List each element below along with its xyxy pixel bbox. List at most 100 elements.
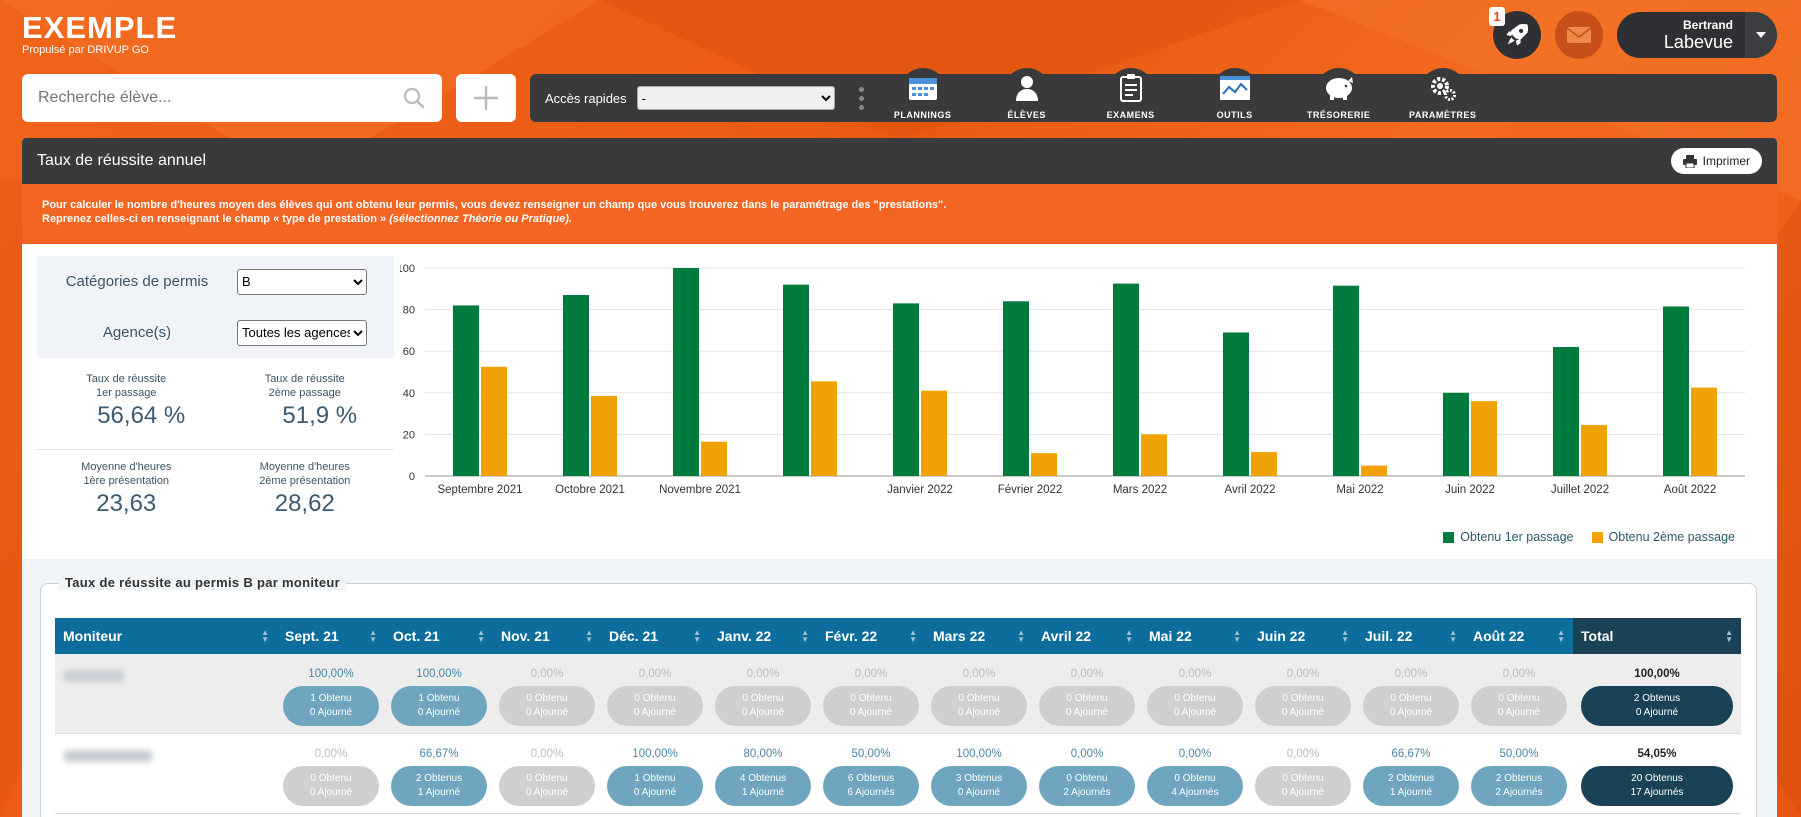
student-search-input[interactable] xyxy=(38,89,402,107)
nav-parametres[interactable]: PARAMÈTRES xyxy=(1391,68,1495,120)
drag-handle[interactable] xyxy=(858,86,865,110)
filters: Catégories de permis B Agence(s) Toutes … xyxy=(37,256,394,358)
postponed-count: 1 Ajourné xyxy=(417,787,461,798)
result-pill[interactable]: 2 Obtenus 1 Ajourné xyxy=(391,766,487,806)
brand-logo[interactable]: EXEMPLE Propulsé par DRIVUP GO xyxy=(22,10,178,57)
nav-plannings[interactable]: PLANNINGS xyxy=(871,68,975,120)
category-filter: Catégories de permis B xyxy=(37,256,394,307)
messages-button[interactable] xyxy=(1555,11,1603,59)
x-tick-label: Janvier 2022 xyxy=(887,484,953,496)
column-header[interactable]: Total ▲ ▼ xyxy=(1573,618,1741,654)
annual-success-panel: Taux de réussite annuel Imprimer Pour ca… xyxy=(22,138,1777,817)
table-header: Moniteur ▲ ▼ Sept. 21 ▲ ▼ Oct. 21 ▲ ▼ Nov. 21 ▲ ▼ Dé… xyxy=(55,618,1741,654)
print-button[interactable]: Imprimer xyxy=(1670,148,1762,174)
obtained-count: 2 Obtenus xyxy=(1495,773,1543,784)
column-header-label: Moniteur xyxy=(63,628,123,644)
legend-item-second[interactable]: Obtenu 2ème passage xyxy=(1591,530,1735,544)
x-tick-label: Février 2022 xyxy=(998,484,1063,496)
column-header[interactable]: Oct. 21 ▲ ▼ xyxy=(385,618,493,654)
result-pill[interactable]: 2 Obtenus 1 Ajourné xyxy=(1363,766,1459,806)
result-pill[interactable]: 0 Obtenu 0 Ajourné xyxy=(1147,686,1243,726)
add-button[interactable] xyxy=(456,74,516,122)
result-pill[interactable]: 0 Obtenu 0 Ajourné xyxy=(607,686,703,726)
category-select[interactable]: B xyxy=(237,268,367,295)
category-label: Catégories de permis xyxy=(65,273,209,290)
obtained-count: 0 Obtenu xyxy=(1174,693,1216,704)
result-pill[interactable]: 0 Obtenu 0 Ajourné xyxy=(1255,766,1351,806)
column-header[interactable]: Janv. 22 ▲ ▼ xyxy=(709,618,817,654)
result-pill[interactable]: 0 Obtenu 0 Ajourné xyxy=(1363,686,1459,726)
result-pill[interactable]: 0 Obtenu 4 Ajournés xyxy=(1147,766,1243,806)
nav-tresorerie[interactable]: TRÉSORERIE xyxy=(1287,68,1391,120)
column-header[interactable]: Août 22 ▲ ▼ xyxy=(1465,618,1573,654)
result-pill[interactable]: 0 Obtenu 0 Ajourné xyxy=(931,686,1027,726)
legend-swatch xyxy=(1443,531,1455,543)
rocket-button[interactable]: 1 xyxy=(1489,7,1541,59)
month-cell: 0,00% 0 Obtenu 0 Ajourné xyxy=(493,734,601,813)
agency-select[interactable]: Toutes les agences xyxy=(237,319,367,346)
quick-access-select[interactable]: - xyxy=(636,86,835,110)
result-pill[interactable]: 2 Obtenus 0 Ajourné xyxy=(1581,686,1733,726)
result-pill[interactable]: 0 Obtenu 0 Ajourné xyxy=(715,686,811,726)
month-cell: 0,00% 0 Obtenu 0 Ajourné xyxy=(1465,654,1573,733)
result-pill[interactable]: 0 Obtenu 0 Ajourné xyxy=(499,766,595,806)
brand-name: EXEMPLE xyxy=(22,10,178,45)
column-header[interactable]: Févr. 22 ▲ ▼ xyxy=(817,618,925,654)
result-pill[interactable]: 1 Obtenu 0 Ajourné xyxy=(283,686,379,726)
column-header[interactable]: Moniteur ▲ ▼ xyxy=(55,618,277,654)
column-header[interactable]: Nov. 21 ▲ ▼ xyxy=(493,618,601,654)
column-header[interactable]: Mai 22 ▲ ▼ xyxy=(1141,618,1249,654)
kpi-value: 51,9 % xyxy=(282,402,358,429)
column-header[interactable]: Mars 22 ▲ ▼ xyxy=(925,618,1033,654)
month-cell: 0,00% 0 Obtenu 0 Ajourné xyxy=(709,654,817,733)
sort-icon: ▲ ▼ xyxy=(1725,628,1733,644)
column-header[interactable]: Juil. 22 ▲ ▼ xyxy=(1357,618,1465,654)
column-header[interactable]: Déc. 21 ▲ ▼ xyxy=(601,618,709,654)
column-header[interactable]: Sept. 21 ▲ ▼ xyxy=(277,618,385,654)
result-pill[interactable]: 3 Obtenus 0 Ajourné xyxy=(931,766,1027,806)
search-box xyxy=(22,74,442,122)
obtained-count: 6 Obtenus xyxy=(847,773,895,784)
postponed-count: 0 Ajourné xyxy=(1497,707,1541,718)
result-pill[interactable]: 1 Obtenu 0 Ajourné xyxy=(391,686,487,726)
clipboard-icon xyxy=(1119,74,1142,102)
y-tick-label: 60 xyxy=(403,346,415,358)
result-pill[interactable]: 0 Obtenu 0 Ajourné xyxy=(499,686,595,726)
nav-eleves[interactable]: ÉLÈVES xyxy=(975,68,1079,120)
chart-icon xyxy=(1219,76,1250,100)
nav-label: OUTILS xyxy=(1216,110,1253,120)
result-pill[interactable]: 0 Obtenu 0 Ajourné xyxy=(823,686,919,726)
result-pill[interactable]: 0 Obtenu 0 Ajourné xyxy=(1255,686,1351,726)
result-pill[interactable]: 0 Obtenu 0 Ajourné xyxy=(1471,686,1567,726)
obtained-count: 0 Obtenu xyxy=(1498,693,1540,704)
month-cell: 0,00% 0 Obtenu 0 Ajourné xyxy=(1249,734,1357,813)
month-cell: 0,00% 0 Obtenu 2 Ajournés xyxy=(1033,734,1141,813)
nav-examens[interactable]: EXAMENS xyxy=(1079,68,1183,120)
user-menu[interactable]: Bertrand Labevue xyxy=(1617,12,1777,58)
search-icon[interactable] xyxy=(402,86,426,110)
column-header[interactable]: Juin 22 ▲ ▼ xyxy=(1249,618,1357,654)
postponed-count: 1 Ajourné xyxy=(741,787,785,798)
result-pill[interactable]: 0 Obtenu 0 Ajourné xyxy=(283,766,379,806)
obtained-count: 1 Obtenu xyxy=(418,693,460,704)
column-header-label: Mars 22 xyxy=(933,628,986,644)
user-dropdown-toggle[interactable] xyxy=(1745,12,1777,58)
nav-outils[interactable]: OUTILS xyxy=(1183,68,1287,120)
result-pill[interactable]: 0 Obtenu 2 Ajournés xyxy=(1039,766,1135,806)
postponed-count: 0 Ajourné xyxy=(1173,707,1217,718)
legend-item-first[interactable]: Obtenu 1er passage xyxy=(1443,530,1574,544)
bar-second-pass xyxy=(481,366,507,476)
sort-icon: ▲ ▼ xyxy=(369,628,377,644)
column-header[interactable]: Avril 22 ▲ ▼ xyxy=(1033,618,1141,654)
result-pill[interactable]: 1 Obtenu 0 Ajourné xyxy=(607,766,703,806)
success-percent: 0,00% xyxy=(1394,668,1428,680)
bar-second-pass xyxy=(1031,453,1057,476)
month-cell: 100,00% 1 Obtenu 0 Ajourné xyxy=(601,734,709,813)
result-pill[interactable]: 4 Obtenus 1 Ajourné xyxy=(715,766,811,806)
month-cell: 50,00% 6 Obtenus 6 Ajournés xyxy=(817,734,925,813)
postponed-count: 0 Ajourné xyxy=(525,787,569,798)
result-pill[interactable]: 20 Obtenus 17 Ajournés xyxy=(1581,766,1733,806)
result-pill[interactable]: 2 Obtenus 2 Ajournés xyxy=(1471,766,1567,806)
result-pill[interactable]: 6 Obtenus 6 Ajournés xyxy=(823,766,919,806)
result-pill[interactable]: 0 Obtenu 0 Ajourné xyxy=(1039,686,1135,726)
